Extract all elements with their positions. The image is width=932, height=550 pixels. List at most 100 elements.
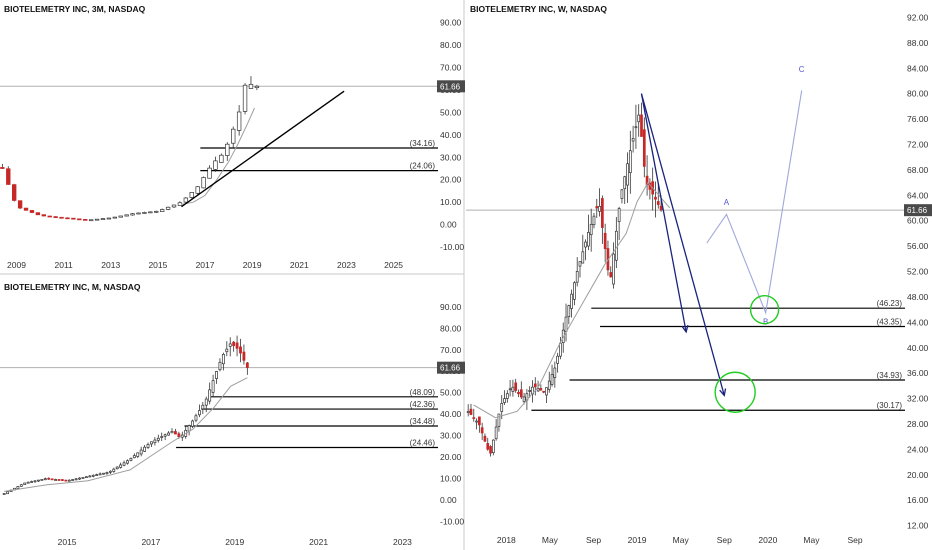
candle-body	[40, 479, 44, 481]
wave-label: C	[799, 65, 805, 74]
candle-body	[511, 386, 515, 392]
candle-body	[517, 391, 520, 395]
y-tick-label: 0.00	[440, 220, 457, 230]
y-tick-label: 10.00	[440, 474, 462, 484]
candle-body	[508, 388, 512, 391]
candle-body	[64, 479, 68, 482]
candle-body	[232, 341, 236, 347]
candle-body	[30, 481, 34, 483]
candle-body	[139, 449, 143, 455]
level-label: (24.46)	[410, 438, 436, 447]
candle-body	[83, 219, 88, 221]
candle-body	[154, 210, 159, 213]
candle-body	[170, 431, 174, 434]
candle-body	[642, 129, 646, 167]
target-zone-circle	[714, 371, 756, 413]
x-tick-label: Sep	[717, 535, 732, 545]
x-tick-label: 2025	[384, 260, 403, 270]
candle-body	[41, 214, 46, 217]
x-tick-label: 2017	[196, 260, 215, 270]
candle-body	[201, 404, 205, 410]
y-tick-label: 20.00	[440, 175, 462, 185]
candle-body	[191, 420, 194, 427]
current-price-tag	[904, 204, 932, 217]
candle-body	[165, 206, 171, 210]
candle-body	[614, 230, 618, 261]
y-tick-label: 40.00	[907, 343, 929, 353]
y-tick-label: 40.00	[440, 409, 462, 419]
candle-body	[118, 215, 123, 218]
candle-body	[159, 209, 165, 212]
candle-body	[545, 387, 548, 396]
candle-body	[98, 473, 102, 476]
current-price-label: 61.66	[440, 82, 461, 91]
moving-average-line	[4, 377, 248, 492]
y-tick-label: 10.00	[440, 197, 462, 207]
y-tick-label: 48.00	[907, 292, 929, 302]
candle-body	[78, 477, 81, 480]
candle-body	[74, 478, 78, 481]
candle-body	[17, 200, 23, 209]
candle-body	[94, 218, 100, 221]
candle-body	[519, 389, 523, 398]
candle-body	[573, 282, 576, 300]
projection-arrowhead	[719, 388, 727, 397]
candle-body	[491, 439, 495, 453]
candle-body	[84, 476, 88, 479]
wave-label: A	[724, 198, 730, 207]
y-tick-label: 72.00	[907, 139, 929, 149]
candle-body	[95, 474, 99, 476]
candle-body	[71, 217, 76, 220]
candle-body	[71, 479, 75, 481]
candle-body	[174, 431, 177, 435]
y-tick-label: 68.00	[907, 165, 929, 175]
candle-body	[542, 390, 546, 393]
x-tick-label: 2021	[290, 260, 309, 270]
level-label: (34.48)	[410, 417, 436, 426]
candle-body	[112, 468, 116, 472]
x-tick-label: 2023	[393, 537, 412, 547]
candle-body	[475, 420, 478, 423]
candle-body	[153, 439, 157, 444]
y-tick-label: 20.00	[907, 470, 929, 480]
y-tick-label: 90.00	[440, 18, 462, 28]
x-tick-label: May	[542, 535, 559, 545]
candle-body	[189, 192, 194, 198]
candle-body	[469, 408, 473, 415]
x-tick-label: 2009	[7, 260, 26, 270]
x-tick-label: 2015	[58, 537, 77, 547]
candle-body	[160, 436, 164, 438]
candle-body	[219, 154, 224, 163]
level-label: (34.93)	[877, 371, 903, 380]
candle-body	[589, 223, 593, 236]
chart-3m-panel: BIOTELEMETRY INC, 3M, NASDAQ -10.00 0.00 1…	[0, 4, 465, 270]
level-label: (43.35)	[877, 317, 903, 326]
level-label: (42.36)	[410, 400, 436, 409]
x-tick-label: 2021	[309, 537, 328, 547]
x-tick-label: 2013	[101, 260, 120, 270]
candle-body	[148, 211, 153, 214]
y-tick-label: 56.00	[907, 241, 929, 251]
candle-body	[19, 484, 23, 487]
chart-weekly-panel: BIOTELEMETRY INC, W, NASDAQ 12.00 16.00 20…	[466, 4, 932, 545]
candle-body	[218, 361, 222, 371]
candle-body	[61, 479, 64, 481]
candle-body	[575, 271, 579, 283]
candle-body	[228, 343, 232, 347]
y-tick-label: 88.00	[907, 38, 929, 48]
y-tick-label: 40.00	[440, 130, 462, 140]
candle-body	[213, 160, 218, 170]
candle-body	[2, 493, 6, 495]
candle-body	[29, 210, 35, 213]
y-tick-label: -10.00	[440, 242, 464, 252]
candle-body	[659, 205, 663, 211]
current-price-tag	[437, 80, 465, 93]
candle-body	[211, 380, 215, 393]
candle-body	[570, 293, 573, 309]
candle-body	[550, 374, 554, 385]
candle-body	[522, 396, 526, 402]
level-label: (30.17)	[877, 401, 903, 410]
y-tick-label: 30.00	[440, 431, 462, 441]
candle-body	[12, 184, 17, 201]
candle-body	[587, 232, 590, 247]
